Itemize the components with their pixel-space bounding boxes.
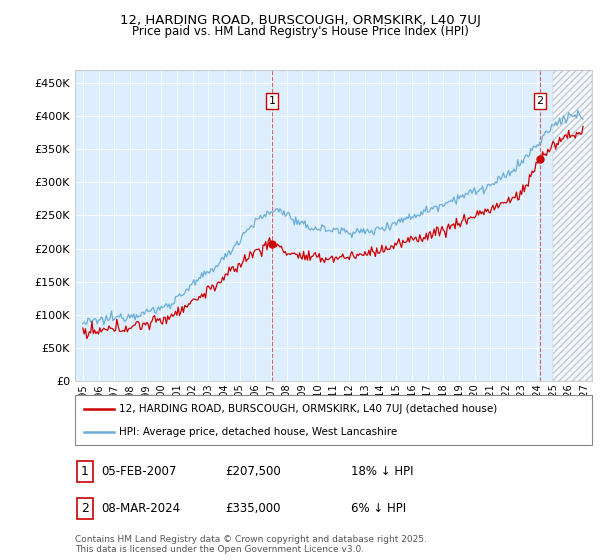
- Text: 6% ↓ HPI: 6% ↓ HPI: [351, 502, 406, 515]
- Text: 2: 2: [536, 96, 544, 106]
- Text: 1: 1: [81, 465, 89, 478]
- Text: 12, HARDING ROAD, BURSCOUGH, ORMSKIRK, L40 7UJ: 12, HARDING ROAD, BURSCOUGH, ORMSKIRK, L…: [119, 14, 481, 27]
- Text: 12, HARDING ROAD, BURSCOUGH, ORMSKIRK, L40 7UJ (detached house): 12, HARDING ROAD, BURSCOUGH, ORMSKIRK, L…: [119, 404, 497, 414]
- Text: 05-FEB-2007: 05-FEB-2007: [101, 465, 176, 478]
- FancyBboxPatch shape: [77, 498, 93, 519]
- Text: 08-MAR-2024: 08-MAR-2024: [101, 502, 180, 515]
- FancyBboxPatch shape: [75, 395, 592, 445]
- FancyBboxPatch shape: [77, 461, 93, 482]
- Text: HPI: Average price, detached house, West Lancashire: HPI: Average price, detached house, West…: [119, 427, 397, 437]
- Text: Contains HM Land Registry data © Crown copyright and database right 2025.
This d: Contains HM Land Registry data © Crown c…: [75, 535, 427, 554]
- Text: £207,500: £207,500: [225, 465, 281, 478]
- Text: 18% ↓ HPI: 18% ↓ HPI: [351, 465, 413, 478]
- Text: £335,000: £335,000: [225, 502, 281, 515]
- Text: 1: 1: [269, 96, 276, 106]
- Bar: [553, 70, 592, 381]
- Text: Price paid vs. HM Land Registry's House Price Index (HPI): Price paid vs. HM Land Registry's House …: [131, 25, 469, 38]
- Text: 2: 2: [81, 502, 89, 515]
